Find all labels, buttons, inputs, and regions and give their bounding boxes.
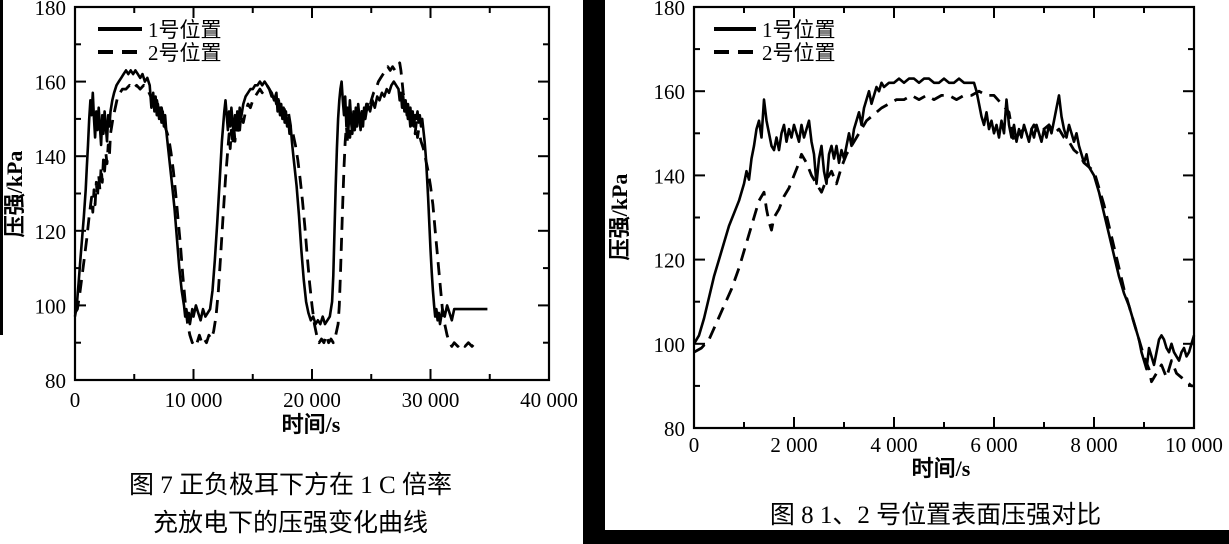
y-tick-label: 140 (654, 164, 686, 188)
figure8-chart: 0 2 000 4 000 6 000 8 000 10 000 80 100 120 140 16… (607, 0, 1223, 481)
series-line-dashed (73, 61, 477, 348)
bottom-black-bar (605, 530, 1229, 544)
y-tick-label: 180 (654, 0, 686, 20)
figure7-caption-line2: 充放电下的压强变化曲线 (152, 510, 428, 537)
x-tick-label: 10 000 (165, 388, 223, 412)
panel-divider (583, 0, 605, 544)
x-tick-label: 0 (70, 388, 81, 412)
y-tick-label: 160 (35, 71, 67, 95)
y-tick-label: 120 (35, 220, 67, 244)
y-tick-label: 160 (654, 80, 686, 104)
y-tick-label: 180 (35, 0, 67, 20)
legend-label: 2号位置 (148, 41, 222, 65)
series-line-solid (692, 77, 1196, 371)
y-tick-label: 80 (45, 369, 66, 393)
series-line-dashed (693, 89, 1194, 388)
x-tick-label: 10 000 (1165, 433, 1223, 457)
y-tick-label: 80 (664, 417, 685, 441)
x-tick-label: 40 000 (520, 388, 578, 412)
x-tick-label: 4 000 (870, 433, 917, 457)
x-tick-label: 8 000 (1070, 433, 1117, 457)
legend-label: 1号位置 (148, 18, 222, 42)
y-tick-label: 100 (35, 294, 67, 318)
figure7-caption: 图 7 正负极耳下方在 1 C 倍率 充放电下的压强变化曲线 (18, 467, 563, 543)
figure7-chart: 0 10 000 20 000 30 000 40 000 80 100 120 140 160 1… (2, 0, 578, 437)
x-tick-label: 20 000 (283, 388, 341, 412)
y-axis-label: 压强/kPa (607, 174, 632, 261)
y-tick-label: 100 (654, 333, 686, 357)
x-tick-label: 0 (689, 433, 700, 457)
legend-label: 1号位置 (762, 18, 836, 42)
figure7-caption-line1: 图 7 正负极耳下方在 1 C 倍率 (129, 472, 452, 499)
left-edge-artifact (0, 0, 3, 335)
y-axis-label: 压强/kPa (2, 151, 27, 238)
x-axis-label: 时间/s (912, 456, 971, 481)
plot-frame (692, 5, 1196, 430)
figure8-caption: 图 8 1、2 号位置表面压强对比 (769, 502, 1102, 529)
legend-label: 2号位置 (762, 41, 836, 65)
x-tick-label: 2 000 (770, 433, 817, 457)
series-line-solid (73, 69, 488, 326)
x-tick-label: 6 000 (970, 433, 1017, 457)
y-tick-label: 140 (35, 145, 67, 169)
x-tick-label: 30 000 (402, 388, 460, 412)
plot-frame (73, 5, 551, 382)
y-tick-label: 120 (654, 249, 686, 273)
x-axis-label: 时间/s (282, 412, 341, 437)
